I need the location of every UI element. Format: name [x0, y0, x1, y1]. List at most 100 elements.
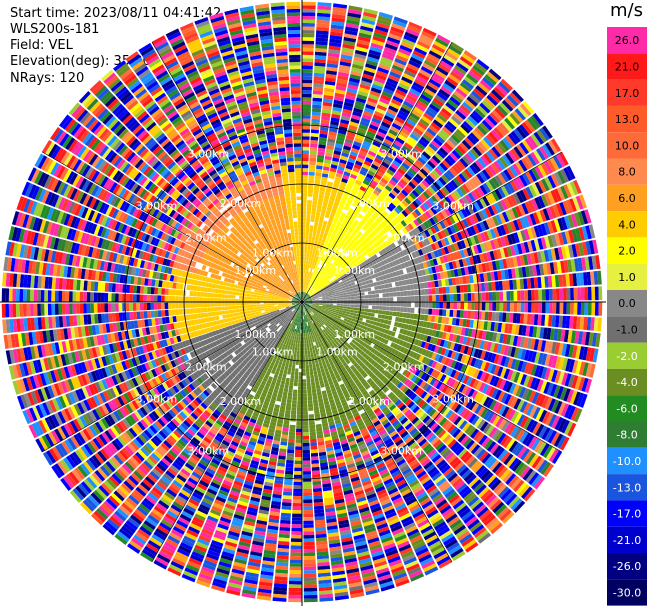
radar-gate	[457, 59, 471, 70]
radar-gate	[566, 288, 571, 301]
radar-gate	[398, 151, 407, 159]
radar-gate	[315, 278, 319, 283]
radar-gate	[305, 235, 309, 240]
radar-gate	[372, 35, 386, 43]
radar-gate	[594, 302, 599, 316]
radar-gate	[314, 218, 319, 223]
radar-gate	[577, 287, 582, 301]
radar-gate	[545, 302, 550, 314]
radar-gate	[383, 115, 394, 123]
radar-gate	[314, 51, 327, 56]
radar-gate	[429, 172, 438, 181]
radar-gate	[304, 297, 307, 300]
radar-gate	[302, 93, 312, 98]
radar-gate	[393, 186, 401, 194]
radar-gate	[317, 151, 325, 156]
radar-gate	[321, 116, 331, 121]
radar-gate	[368, 150, 377, 157]
radar-gate	[355, 179, 363, 186]
radar-gate	[302, 90, 312, 94]
radar-gate	[427, 53, 440, 63]
radar-gate	[372, 176, 380, 184]
radar-gate	[367, 226, 374, 232]
radar-gate	[317, 147, 326, 153]
radar-gate	[363, 284, 368, 289]
radar-gate	[322, 105, 332, 111]
radar-gate	[420, 168, 429, 177]
radar-gate	[303, 457, 311, 461]
radar-gate	[339, 308, 344, 311]
radar-gate	[293, 474, 302, 479]
radar-gate	[462, 120, 474, 132]
radar-gate	[344, 33, 357, 40]
radar-gate	[313, 189, 319, 195]
radar-gate	[322, 202, 328, 207]
radar-gate	[442, 126, 453, 136]
radar-gate	[466, 134, 477, 145]
radar-gate	[372, 236, 379, 242]
radar-gate	[332, 6, 347, 13]
radar-gate	[379, 124, 389, 132]
radar-gate	[313, 229, 317, 234]
radar-gate	[330, 255, 335, 260]
radar-gate	[457, 107, 469, 118]
radar-gate	[303, 274, 305, 278]
radar-gate	[350, 293, 355, 297]
radar-gate	[354, 247, 360, 253]
radar-gate	[378, 193, 386, 201]
radar-gate	[357, 127, 367, 134]
radar-gate	[419, 118, 430, 127]
radar-gate	[312, 392, 317, 397]
radar-gate	[411, 109, 422, 118]
radar-gate	[349, 77, 360, 84]
radar-gate	[382, 293, 387, 298]
radar-gate	[304, 292, 307, 297]
radar-gate	[340, 181, 347, 187]
radar-gate	[314, 266, 318, 271]
radar-gate	[498, 312, 503, 322]
radar-gate	[391, 23, 406, 31]
radar-gate	[439, 129, 450, 139]
radar-gate	[407, 91, 419, 100]
radar-gate	[471, 302, 475, 310]
radar-gate	[315, 48, 327, 53]
radar-gate	[419, 193, 428, 202]
radar-gate	[321, 227, 326, 232]
radar-gate	[405, 139, 416, 148]
radar-gate	[312, 286, 316, 290]
radar-gate	[406, 94, 418, 103]
radar-gate	[386, 214, 394, 222]
radar-gate	[312, 247, 317, 252]
radar-gate	[329, 35, 343, 41]
radar-gate	[306, 382, 311, 387]
radar-gate	[367, 312, 372, 317]
radar-gate	[488, 131, 499, 143]
radar-gate	[483, 136, 494, 148]
radar-gate	[471, 293, 475, 301]
radar-gate	[339, 64, 351, 71]
radar-gate	[455, 87, 468, 98]
radar-gate	[337, 206, 343, 212]
radar-gate	[319, 302, 323, 304]
radar-gate	[374, 285, 379, 290]
radar-gate	[303, 467, 311, 472]
radar-gate	[408, 181, 416, 190]
radar-gate	[417, 72, 430, 81]
radar-gate	[327, 52, 340, 58]
radar-gate	[368, 208, 375, 214]
radar-gate	[510, 302, 514, 312]
radar-gate	[346, 244, 351, 250]
radar-gate	[396, 302, 401, 307]
radar-gate	[381, 53, 395, 61]
radar-gate	[342, 237, 347, 243]
radar-gate	[367, 186, 375, 193]
radar-gate	[313, 76, 325, 81]
radar-gate	[361, 143, 370, 151]
radar-gate	[303, 296, 307, 300]
radar-gate	[307, 350, 311, 355]
radar-gate	[325, 152, 333, 157]
radar-gate	[324, 277, 328, 281]
radar-gate	[359, 219, 366, 225]
radar-gate	[425, 109, 436, 119]
radar-gate	[314, 374, 319, 379]
